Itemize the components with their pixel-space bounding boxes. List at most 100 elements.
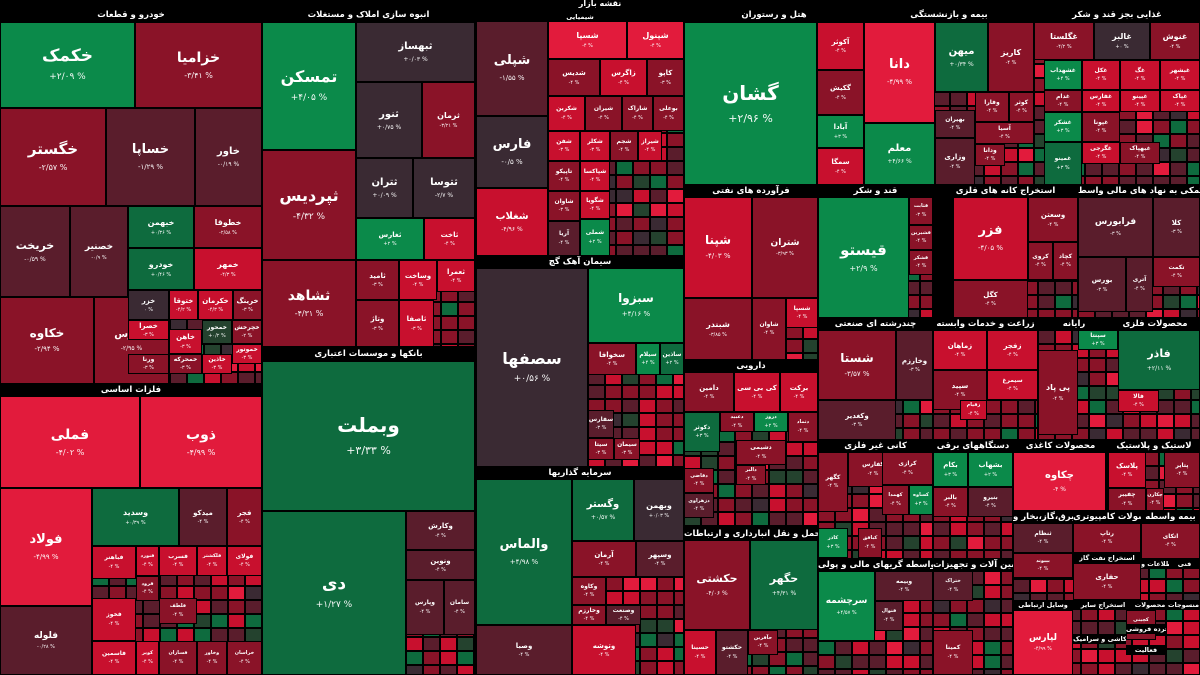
stock-tile[interactable]: میهن +۰/۳۴ % — [935, 22, 988, 92]
stock-tile[interactable]: فخوز -۴ % — [92, 598, 136, 641]
stock-tile[interactable]: وبهمن +۰/۰۳ % — [634, 479, 684, 541]
stock-tile[interactable]: وبیمه -۴ % — [875, 571, 933, 601]
stock-tile[interactable]: دکوثر +۳ % — [684, 412, 720, 452]
stock-tile[interactable]: دعبید -۴ % — [720, 412, 754, 432]
stock-tile[interactable]: غمینو +۳ % — [1044, 142, 1082, 185]
stock-tile[interactable]: ثتران +۰/۰۹ % — [356, 158, 413, 218]
stock-tile[interactable]: سیتا -۳ % — [588, 438, 614, 460]
stock-tile[interactable]: فنورد -۴ % — [136, 546, 159, 576]
stock-tile[interactable]: لپارس -۴/۹۹ % — [1013, 610, 1073, 675]
stock-tile[interactable]: ثرمان -۳/۲۱ % — [422, 82, 475, 158]
stock-tile[interactable]: سپنتا +۳ % — [1078, 330, 1118, 350]
stock-tile[interactable]: قشیرین -۴ % — [909, 225, 933, 250]
stock-tile[interactable]: بنیرو -۴ % — [968, 487, 1013, 517]
stock-tile[interactable]: خزامیا -۳/۴۱ % — [135, 22, 262, 108]
stock-tile[interactable]: شفن -۳ % — [548, 131, 580, 161]
stock-tile[interactable]: دالبر -۴ % — [736, 465, 766, 485]
stock-tile[interactable]: فولای -۴ % — [227, 546, 262, 576]
stock-tile[interactable]: غکل -۴ % — [1082, 60, 1120, 90]
stock-tile[interactable]: شکلر -۳ % — [580, 131, 610, 161]
stock-tile[interactable]: خمحرکه -۳ % — [169, 354, 202, 374]
stock-tile[interactable]: خمهر -۴/۳ % — [194, 248, 262, 290]
stock-tile[interactable]: دروز +۲ % — [754, 412, 788, 432]
stock-tile[interactable]: شگویا -۴ % — [580, 191, 610, 219]
stock-tile[interactable]: شغلاب -۴/۹۶ % — [476, 188, 548, 256]
stock-tile[interactable]: شملی +۲ % — [580, 219, 610, 256]
stock-tile[interactable]: خصرا -۳ % — [128, 320, 169, 340]
stock-tile[interactable]: شکربن -۴ % — [548, 96, 585, 131]
stock-tile[interactable]: کگل -۴ % — [953, 280, 1028, 318]
stock-tile[interactable]: وسپهر -۴ % — [636, 541, 684, 577]
stock-tile[interactable]: ثاخت -۴ % — [424, 218, 475, 260]
stock-tile[interactable]: دشیمی -۴ % — [736, 440, 786, 465]
stock-tile[interactable]: تاپیکو -۴ % — [548, 161, 580, 191]
stock-tile[interactable]: سبزوا +۴/۱۶ % — [588, 268, 684, 343]
stock-tile[interactable]: غشهداب +۴ % — [1044, 60, 1082, 90]
stock-tile[interactable]: پلاسک -۴ % — [1108, 452, 1146, 488]
stock-tile[interactable]: ورنا -۳ % — [128, 354, 169, 374]
stock-tile[interactable]: حگهر +۴/۳۱ % — [750, 540, 818, 630]
stock-tile[interactable]: غگرجی -۴ % — [1082, 142, 1120, 164]
stock-tile[interactable]: کی بی سی -۴ % — [734, 372, 780, 412]
stock-tile[interactable]: وگستر +۰/۵۷ % — [572, 479, 634, 541]
stock-tile[interactable]: سیمان -۳ % — [614, 438, 640, 460]
stock-tile[interactable]: شسپا -۴ % — [786, 298, 818, 328]
stock-tile[interactable]: آکوثر -۴ % — [817, 22, 864, 70]
stock-tile[interactable]: ثشاهد -۴/۳۱ % — [262, 260, 356, 347]
stock-tile[interactable]: آبادا +۳ % — [817, 115, 864, 148]
stock-tile[interactable]: خاذین -۳ % — [202, 354, 232, 374]
stock-tile[interactable]: ثنور +۰/۷۵ % — [356, 82, 422, 158]
stock-tile[interactable]: زقیام -۴ % — [960, 400, 987, 420]
stock-tile[interactable]: وزاری -۴ % — [935, 138, 975, 185]
stock-tile[interactable]: خمحور +۰/۲ % — [202, 320, 232, 344]
stock-tile[interactable]: فملی -۴/۰۲ % — [0, 396, 140, 488]
stock-tile[interactable]: وصنعت -۴ % — [606, 605, 641, 625]
stock-tile[interactable]: رتاپ -۴ % — [1073, 523, 1141, 553]
stock-tile[interactable]: گکیش -۴ % — [817, 70, 864, 115]
stock-tile[interactable]: وکغدیر -۳ % — [818, 400, 896, 440]
stock-tile[interactable]: سصفها +۰/۵۶ % — [476, 268, 588, 467]
stock-tile[interactable]: فلطف -۴ % — [159, 598, 197, 624]
stock-tile[interactable]: ثاصفا -۳ % — [399, 300, 434, 347]
stock-tile[interactable]: وتوشه -۴ % — [572, 625, 636, 675]
stock-tile[interactable]: خرینگ -۳ % — [233, 290, 262, 320]
stock-tile[interactable]: فارس -۰/۵ % — [476, 116, 548, 188]
stock-tile[interactable]: سامان -۴ % — [444, 580, 475, 635]
stock-tile[interactable]: وخارزم -۴ % — [572, 605, 606, 625]
stock-tile[interactable]: غالبر +۰ % — [1094, 22, 1150, 60]
stock-tile[interactable]: کبافق -۴ % — [858, 528, 882, 558]
stock-tile[interactable]: شپلی -۱/۵۵ % — [476, 21, 548, 116]
stock-tile[interactable]: بورس -۳ % — [1078, 257, 1126, 312]
stock-tile[interactable]: دی +۱/۲۷ % — [262, 511, 406, 675]
stock-tile[interactable]: آسیا -۴ % — [975, 122, 1034, 144]
stock-tile[interactable]: خبهمن +۰/۳۶ % — [128, 206, 194, 248]
stock-tile[interactable]: کرازی -۴ % — [882, 452, 933, 485]
stock-tile[interactable]: فولاد -۴/۹۹ % — [0, 488, 92, 606]
stock-tile[interactable]: قیستو +۲/۹ % — [818, 197, 909, 318]
stock-tile[interactable]: کاپو -۳ % — [647, 59, 684, 96]
stock-tile[interactable]: فزر -۴/۰۵ % — [953, 197, 1028, 280]
stock-tile[interactable]: خکرمان -۴/۳ % — [198, 290, 233, 320]
stock-tile[interactable]: تکمت -۴ % — [1153, 257, 1200, 287]
stock-tile[interactable]: حکشتو -۴ % — [716, 630, 748, 675]
stock-tile[interactable]: سرچشمه +۴/۵۷ % — [818, 571, 875, 641]
stock-tile[interactable]: شجم -۴ % — [610, 131, 638, 161]
stock-tile[interactable]: کلا -۳ % — [1153, 197, 1200, 257]
stock-tile[interactable]: شاوان -۴ % — [752, 298, 786, 360]
stock-tile[interactable]: خکاوه -۲/۹۴ % — [0, 297, 94, 384]
stock-tile[interactable]: ودانا -۴ % — [975, 144, 1005, 166]
stock-tile[interactable]: وسدید +۰/۳۹ % — [92, 488, 179, 546]
stock-tile[interactable]: ثاميد -۳ % — [356, 260, 399, 300]
stock-tile[interactable]: شدیس -۴ % — [548, 59, 600, 96]
stock-tile[interactable]: سیلام +۴ % — [636, 343, 660, 375]
stock-tile[interactable]: دتماد -۴ % — [788, 412, 818, 442]
stock-tile[interactable]: قثابت -۳ % — [909, 197, 933, 225]
stock-tile[interactable]: وپارس -۴ % — [406, 580, 444, 635]
stock-tile[interactable]: حکشتی -۴/۰۶ % — [684, 540, 750, 630]
stock-tile[interactable]: فاذر +۲/۱۱ % — [1118, 330, 1200, 390]
stock-tile[interactable]: غپونا -۴ % — [1082, 112, 1120, 142]
stock-tile[interactable]: کگهر -۴ % — [818, 452, 848, 512]
stock-tile[interactable]: کروی -۴ % — [1028, 242, 1053, 280]
stock-tile[interactable]: فرود -۴ % — [136, 576, 159, 601]
stock-tile[interactable]: خکمک +۲/۰۹ % — [0, 22, 135, 108]
